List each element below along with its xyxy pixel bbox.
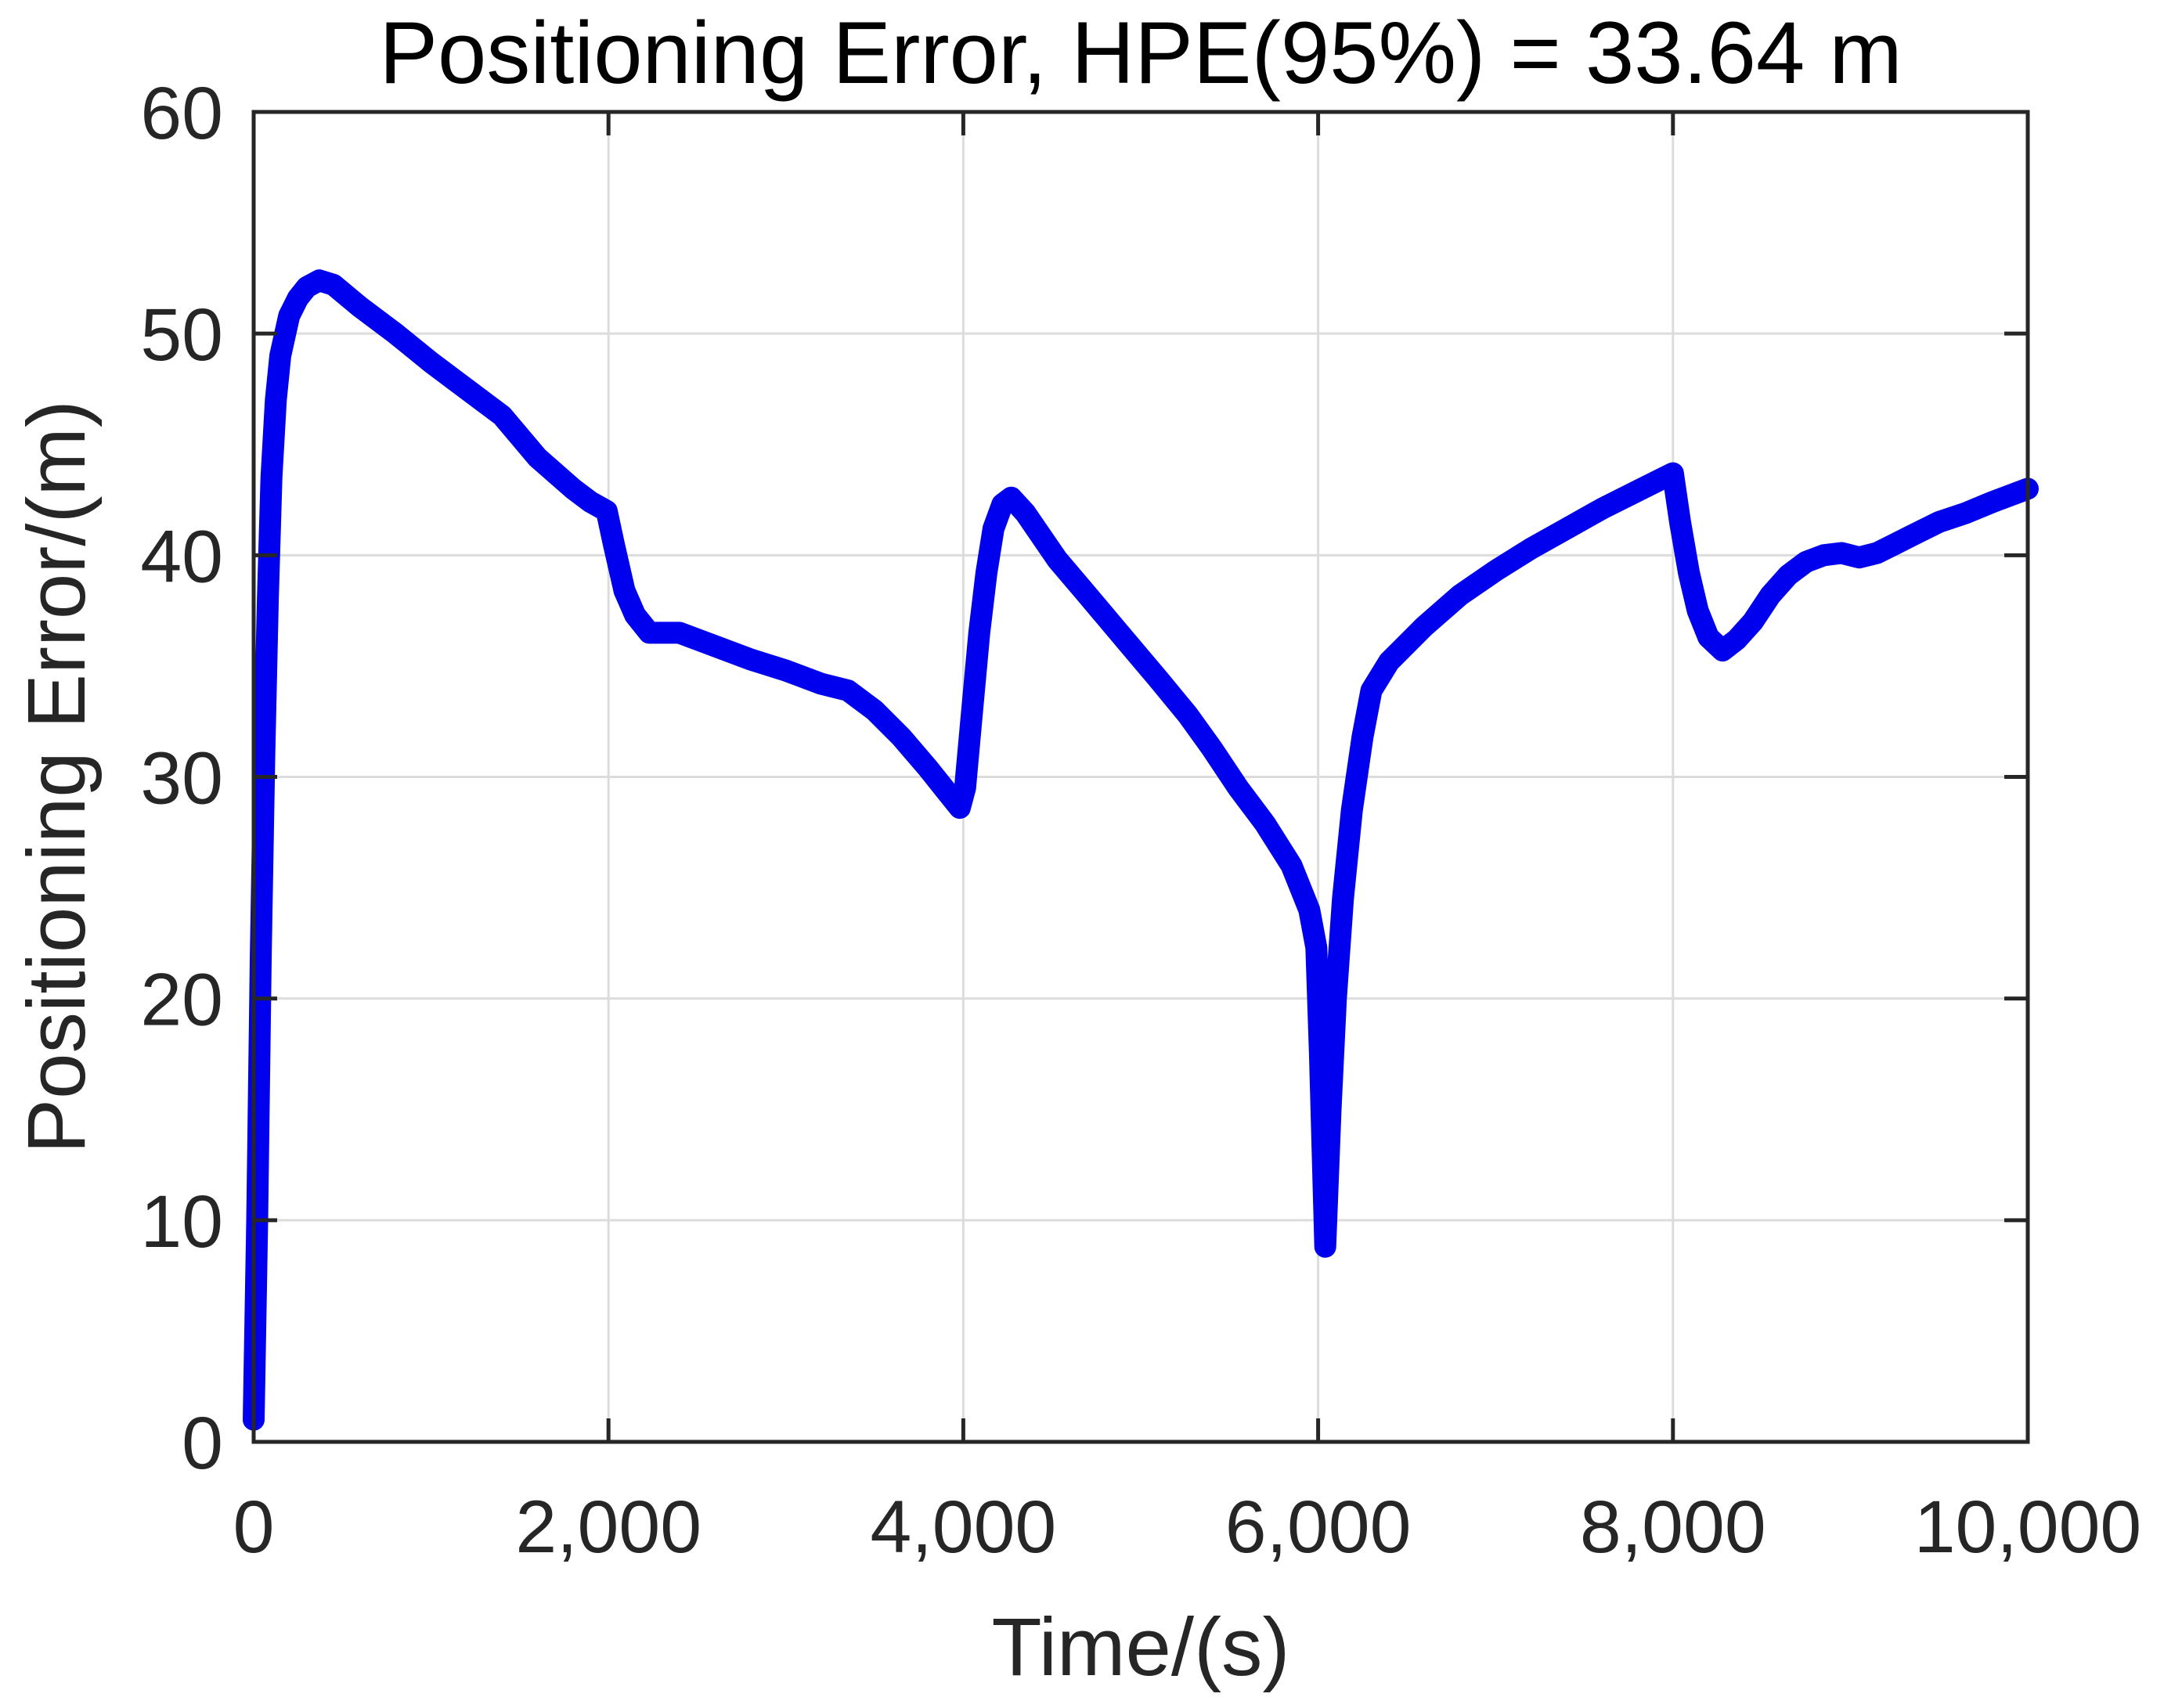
x-tick-label: 6,000 xyxy=(1225,1486,1412,1569)
x-axis-label: Time/(s) xyxy=(991,1602,1289,1693)
tick-layer xyxy=(251,110,2030,1444)
y-tick-label: 30 xyxy=(140,737,223,820)
y-tick-label: 50 xyxy=(140,294,223,377)
x-tick-label: 4,000 xyxy=(871,1486,1057,1569)
y-tick-label: 40 xyxy=(140,515,223,598)
x-tick-label: 2,000 xyxy=(515,1486,701,1569)
x-tick-label: 10,000 xyxy=(1914,1486,2142,1569)
x-tick-label: 0 xyxy=(233,1486,275,1569)
series-layer xyxy=(243,269,2039,1431)
y-tick-label: 20 xyxy=(140,959,223,1042)
y-axis-label: Positioning Error/(m) xyxy=(11,400,103,1154)
grid-layer xyxy=(254,112,2028,1442)
x-tick-label: 8,000 xyxy=(1580,1486,1766,1569)
error-curve xyxy=(243,269,2039,1431)
chart-title: Positioning Error, HPE(95%) = 33.64 m xyxy=(379,4,1902,102)
y-tick-label: 10 xyxy=(140,1180,223,1263)
y-tick-label: 0 xyxy=(182,1402,223,1485)
y-tick-label: 60 xyxy=(140,72,223,155)
tick-label-layer: 0 2,000 4,000 6,000 8,000 10,000 0 10 20 30 40 50 60 xyxy=(140,72,2141,1569)
